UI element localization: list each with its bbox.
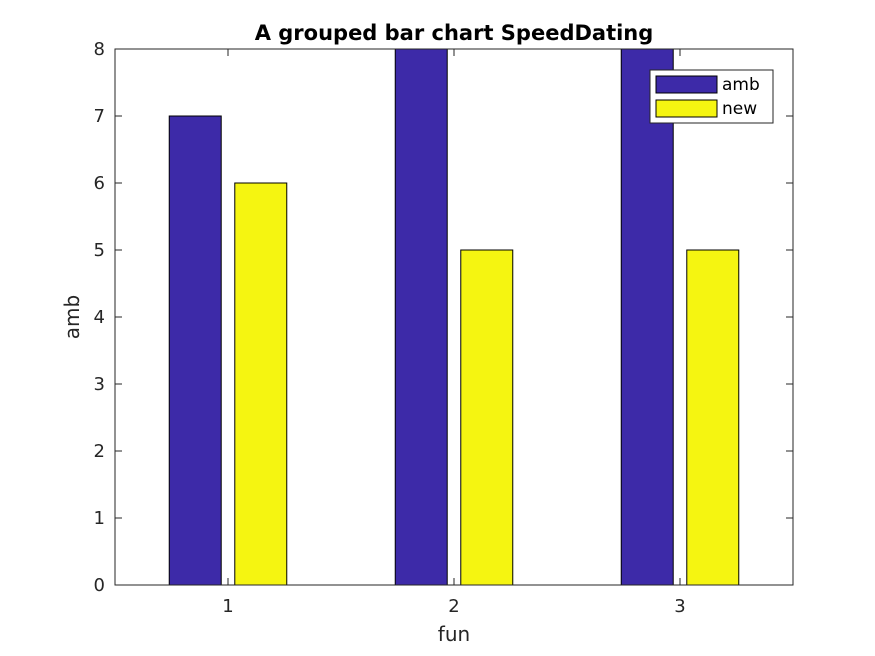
bar-amb-1 <box>168 115 222 586</box>
chart-title: A grouped bar chart SpeedDating <box>255 21 654 45</box>
y-tick-label: 0 <box>94 575 105 596</box>
ticks-layer: 0 1 2 3 4 5 6 7 8 1 2 3 <box>94 39 793 617</box>
y-axis-label: amb <box>60 295 84 339</box>
y-tick-label: 3 <box>94 374 105 395</box>
y-tick-label: 1 <box>94 508 105 529</box>
bar-new-2 <box>460 249 514 586</box>
legend-swatch-amb <box>655 75 718 94</box>
y-tick-label: 4 <box>94 307 105 328</box>
x-tick-label: 2 <box>448 596 459 617</box>
bar-new-3 <box>686 249 740 586</box>
legend-label-new: new <box>722 99 757 119</box>
y-tick-label: 8 <box>94 39 105 60</box>
x-tick-label: 1 <box>222 596 233 617</box>
legend-swatch-new <box>655 99 718 118</box>
y-tick-label: 2 <box>94 441 105 462</box>
legend-label-amb: amb <box>722 75 760 95</box>
bar-new-1 <box>234 182 288 586</box>
x-tick-label: 3 <box>674 596 685 617</box>
bar-amb-2 <box>394 48 448 586</box>
bar-amb-3 <box>620 48 674 586</box>
x-axis-label: fun <box>438 622 470 646</box>
legend: amb new <box>649 69 774 124</box>
bars-layer <box>168 48 740 586</box>
y-tick-label: 6 <box>94 173 105 194</box>
y-tick-label: 7 <box>94 106 105 127</box>
y-tick-label: 5 <box>94 240 105 261</box>
